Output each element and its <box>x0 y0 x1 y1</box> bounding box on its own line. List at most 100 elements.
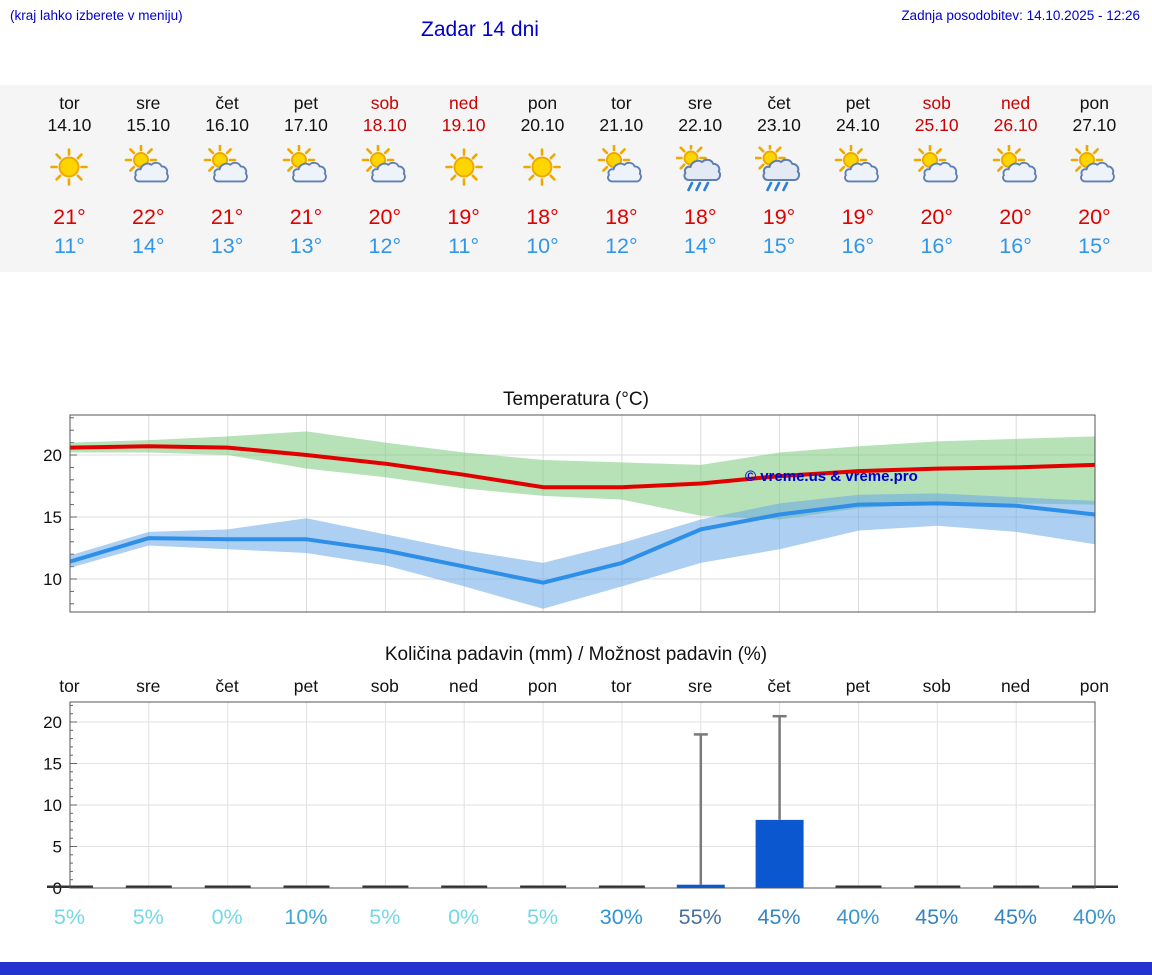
forecast-day-column[interactable]: čet 23.10 19° 15° <box>740 92 819 272</box>
precip-day-label: pet <box>845 676 871 696</box>
day-date: 19.10 <box>441 115 486 135</box>
day-date: 23.10 <box>757 115 801 135</box>
forecast-day-column[interactable]: tor 14.10 21° 11° <box>30 92 109 272</box>
day-date: 17.10 <box>284 115 328 135</box>
day-name: čet <box>215 93 239 113</box>
day-name: sob <box>922 93 951 113</box>
precip-day-label: sob <box>922 676 951 696</box>
temp-max: 22° <box>132 205 165 229</box>
max-temp-line <box>70 444 1095 490</box>
precip-probability: 5% <box>53 905 85 929</box>
forecast-day-column[interactable]: pon 20.10 18° 10° <box>503 92 582 272</box>
precip-zero-mark <box>283 885 330 888</box>
forecast-day-column[interactable]: pet 17.10 21° 13° <box>267 92 346 272</box>
precip-day-label: čet <box>215 676 239 696</box>
precip-whisker <box>693 733 708 885</box>
page-title: Zadar 14 dni <box>421 18 539 41</box>
precip-zero-mark <box>520 885 567 888</box>
rain-cloud-icon <box>661 140 740 198</box>
temp-min: 16° <box>920 234 953 258</box>
temp-max: 20° <box>368 205 402 229</box>
precip-day-label: pon <box>1079 676 1109 696</box>
temp-max: 20° <box>920 205 953 229</box>
precip-probability-row: 5% 5% 0% 10% 5% 0% 5% 30% 55% 45% 40% 45% 45% 40% <box>0 903 1152 931</box>
temp-min: 16° <box>841 234 875 258</box>
precip-whisker <box>772 714 787 820</box>
temp-min: 12° <box>368 234 402 258</box>
sun-cloud-icon <box>267 140 346 198</box>
temp-max: 18° <box>526 205 559 229</box>
precip-day-label: pon <box>527 676 558 696</box>
sun-cloud-icon <box>109 140 188 198</box>
svg-text:20: 20 <box>43 713 62 732</box>
precip-probability: 55% <box>678 905 722 929</box>
precip-probability: 40% <box>836 905 880 929</box>
sun-rays <box>50 148 89 186</box>
forecast-day-column[interactable]: tor 21.10 18° 12° <box>582 92 661 272</box>
precip-day-label: tor <box>59 676 80 696</box>
precip-probability: 0% <box>211 905 243 929</box>
day-name: sob <box>370 93 399 113</box>
precip-bar <box>755 819 804 888</box>
precip-zero-mark <box>362 885 409 888</box>
min-temp-line <box>70 501 1095 585</box>
sun-icon <box>424 140 503 198</box>
precip-zero-mark <box>441 885 488 888</box>
temp-min: 14° <box>683 234 717 258</box>
svg-text:20: 20 <box>43 446 62 465</box>
temp-max: 18° <box>605 205 638 229</box>
precip-day-label: ned <box>449 676 479 696</box>
precip-probability: 40% <box>1072 905 1116 929</box>
forecast-strip: tor 14.10 21° 11° sre 15.10 22° 14° čet 16.10 21° 1… <box>0 85 1152 272</box>
day-name: tor <box>611 93 632 113</box>
forecast-day-column[interactable]: čet 16.10 21° 13° <box>188 92 267 272</box>
rain-cloud-icon <box>740 140 819 198</box>
temp-max: 20° <box>1078 205 1111 229</box>
day-name: sre <box>688 93 713 113</box>
temp-min: 12° <box>605 234 638 258</box>
forecast-day-column[interactable]: ned 26.10 20° 16° <box>976 92 1055 272</box>
temp-min: 13° <box>210 234 244 258</box>
sun-icon <box>503 140 582 198</box>
precip-day-label: sre <box>136 676 161 696</box>
temp-max: 20° <box>999 205 1032 229</box>
precip-day-label: sob <box>370 676 399 696</box>
day-date: 21.10 <box>599 115 644 135</box>
day-date: 16.10 <box>205 115 249 135</box>
sun-rays <box>444 148 483 186</box>
temp-min: 11° <box>53 234 85 258</box>
day-date: 14.10 <box>47 115 92 135</box>
precip-probability: 45% <box>757 905 801 929</box>
precip-probability: 45% <box>994 905 1038 929</box>
forecast-day-column[interactable]: pon 27.10 20° 15° <box>1055 92 1134 272</box>
temperature-chart: 10 15 20 <box>0 406 1152 618</box>
forecast-day-column[interactable]: sre 22.10 18° 14° <box>661 92 740 272</box>
sun-rays <box>523 148 562 186</box>
precip-probability: 5% <box>526 905 559 929</box>
forecast-day-column[interactable]: ned 19.10 19° 11° <box>424 92 503 272</box>
day-date: 26.10 <box>993 115 1038 135</box>
forecast-day-column[interactable]: sob 18.10 20° 12° <box>345 92 424 272</box>
menu-hint-text: (kraj lahko izberete v meniju) <box>10 8 183 23</box>
temp-min: 15° <box>1078 234 1111 258</box>
temp-max: 19° <box>447 205 480 229</box>
min-temp-range-band <box>70 493 1095 609</box>
day-name: ned <box>449 93 479 113</box>
temp-min: 15° <box>762 234 796 258</box>
forecast-day-column[interactable]: sob 25.10 20° 16° <box>897 92 976 272</box>
day-name: tor <box>59 93 80 113</box>
temp-max: 21° <box>210 205 244 229</box>
temperature-chart-title: Temperatura (°C) <box>503 389 649 410</box>
sun-cloud-icon <box>897 140 976 198</box>
forecast-day-column[interactable]: sre 15.10 22° 14° <box>109 92 188 272</box>
temp-min: 11° <box>448 234 480 258</box>
temp-max: 21° <box>289 205 323 229</box>
svg-text:10: 10 <box>43 796 62 815</box>
day-name: ned <box>1000 93 1031 113</box>
temp-min: 14° <box>132 234 165 258</box>
precip-zero-mark <box>598 885 645 888</box>
day-date: 24.10 <box>835 115 880 135</box>
day-name: pon <box>1079 93 1109 113</box>
precip-probability: 0% <box>448 905 480 929</box>
forecast-day-column[interactable]: pet 24.10 19° 16° <box>818 92 897 272</box>
